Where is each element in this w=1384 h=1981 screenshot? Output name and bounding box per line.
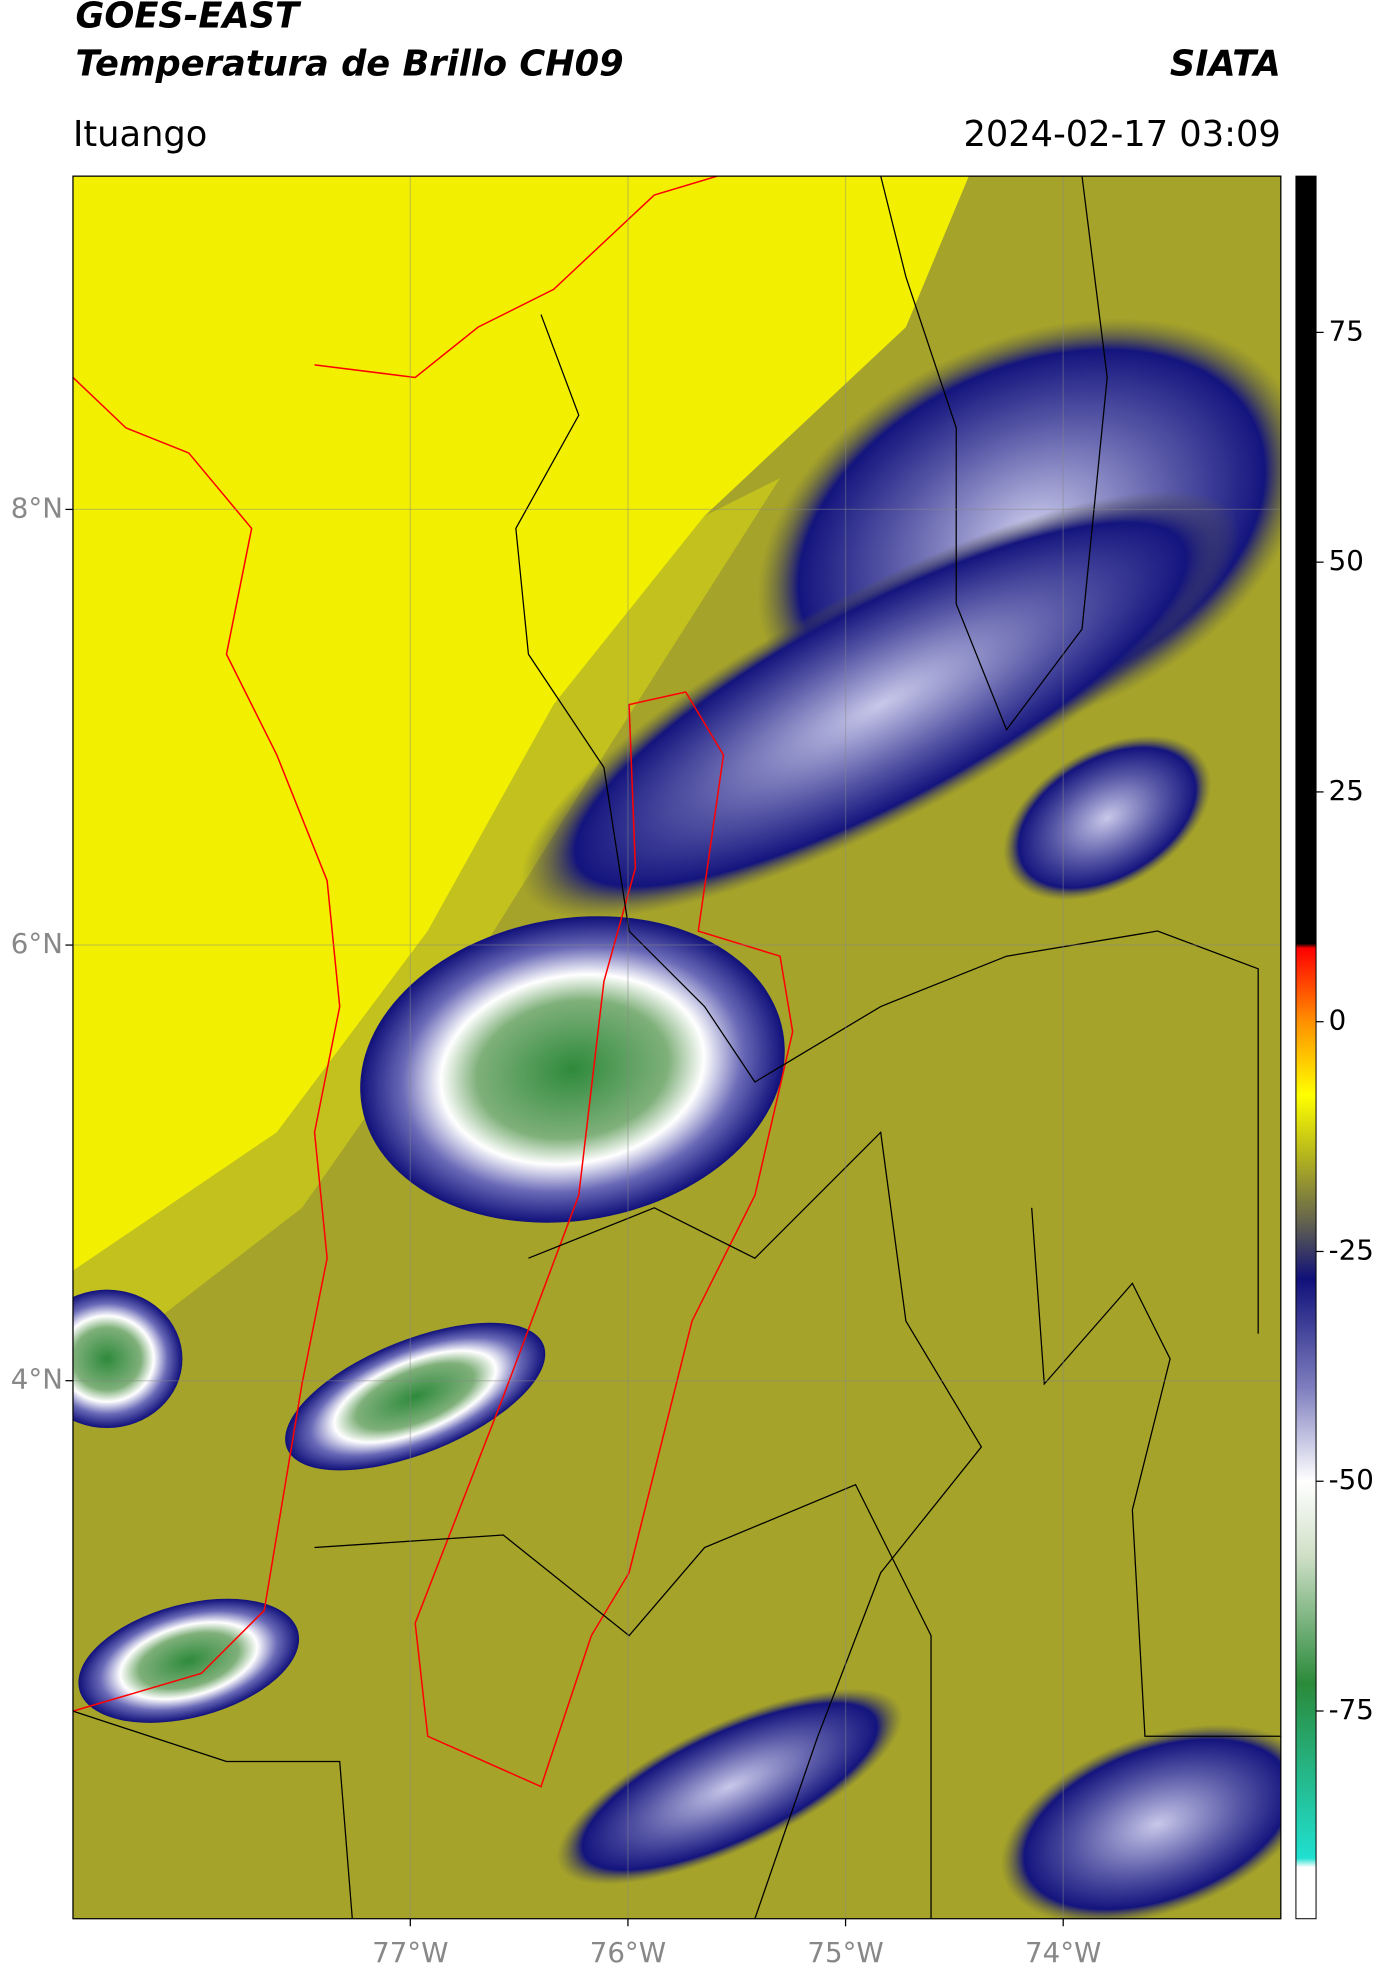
- datetime: 2024-02-17 03:09: [963, 114, 1280, 155]
- colorbar-tick-label: -25: [1329, 1233, 1374, 1266]
- organization: SIATA: [1170, 43, 1281, 84]
- subtitle: Temperatura de Brillo CH09: [75, 43, 623, 84]
- y-tick-label: 6°N: [11, 927, 63, 960]
- x-tick-label: 77°W: [372, 1936, 448, 1969]
- satellite-image: [72, 176, 1281, 1919]
- colorbar-tick-label: 0: [1329, 1004, 1347, 1037]
- graticule: [72, 176, 1281, 1919]
- location: Ituango: [73, 114, 207, 155]
- x-tick-label: 75°W: [807, 1936, 883, 1969]
- map-frame: [72, 175, 1282, 1920]
- y-tick-label: 8°N: [11, 491, 63, 524]
- colorbar-tick-label: 75: [1329, 314, 1364, 347]
- colorbar-tick-label: 25: [1329, 774, 1364, 807]
- colorbar-tick-label: 50: [1329, 544, 1364, 577]
- x-tick-label: 74°W: [1025, 1936, 1101, 1969]
- y-tick-label: 4°N: [11, 1363, 63, 1396]
- colorbar-tick-label: -50: [1329, 1463, 1374, 1496]
- title: GOES-EAST: [75, 0, 302, 37]
- colorbar-tick-label: -75: [1329, 1693, 1374, 1726]
- colorbar: [1295, 175, 1317, 1920]
- x-tick-label: 76°W: [590, 1936, 666, 1969]
